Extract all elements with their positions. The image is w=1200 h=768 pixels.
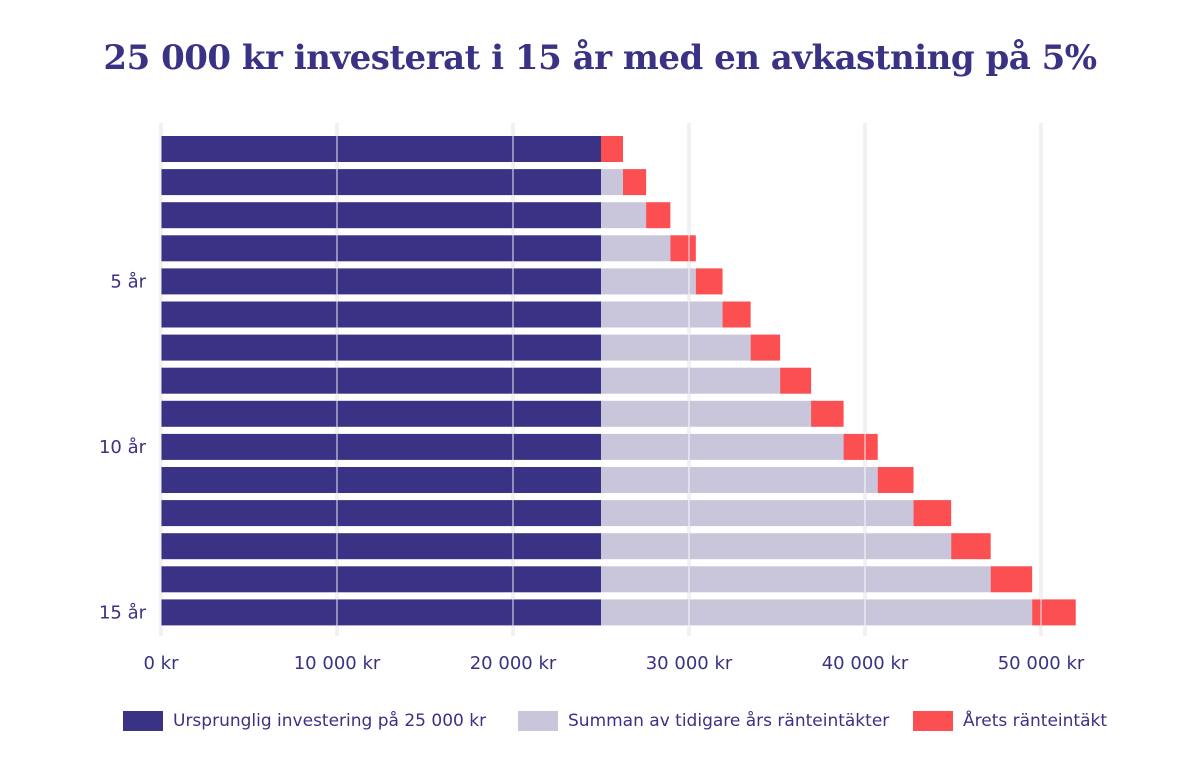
bar-previous-interest — [601, 500, 914, 527]
bar-previous-interest — [601, 533, 952, 560]
x-tick-label: 50 000 kr — [998, 653, 1085, 674]
bar-previous-interest — [601, 235, 671, 262]
legend-item-current-interest: Årets ränteintäkt — [913, 711, 1107, 731]
legend-item-previous-interest: Summan av tidigare års ränteintäkter — [518, 711, 889, 731]
bar-original — [161, 334, 601, 361]
bar-previous-interest — [601, 566, 991, 593]
bar-current-interest — [722, 301, 751, 328]
bar-previous-interest — [601, 599, 1033, 626]
legend-swatch-original — [123, 711, 163, 731]
bar-previous-interest — [601, 367, 781, 394]
bar-current-interest — [990, 566, 1033, 593]
y-axis-ticks: 5 år 10 år 15 år — [99, 271, 147, 623]
bar-current-interest — [750, 334, 781, 361]
bar-previous-interest — [601, 400, 812, 427]
bar-original — [161, 400, 601, 427]
bar-current-interest — [877, 467, 914, 493]
y-tick-label: 15 år — [99, 602, 147, 623]
bar-previous-interest — [601, 467, 878, 493]
chart-title: 25 000 kr investerat i 15 år med en avka… — [103, 38, 1097, 78]
legend-label-current-interest: Årets ränteintäkt — [963, 711, 1108, 731]
bar-original — [161, 235, 601, 262]
bar-previous-interest — [601, 334, 751, 361]
bar-original — [161, 202, 601, 229]
bar-current-interest — [601, 136, 623, 162]
grid-overlay — [160, 123, 1042, 636]
bar-current-interest — [623, 169, 647, 196]
bars — [161, 136, 1076, 626]
bar-previous-interest — [601, 202, 647, 229]
bar-previous-interest — [601, 301, 723, 328]
bar-original — [161, 433, 601, 460]
x-tick-label: 10 000 kr — [294, 653, 381, 674]
bar-original — [161, 169, 601, 196]
bar-original — [161, 268, 601, 295]
legend-label-previous-interest: Summan av tidigare års ränteintäkter — [568, 711, 890, 731]
bar-original — [161, 467, 601, 493]
legend-swatch-previous-interest — [518, 711, 558, 731]
bar-current-interest — [670, 235, 696, 262]
x-axis-ticks: 0 kr 10 000 kr 20 000 kr 30 000 kr 40 000 kr… — [144, 653, 1085, 674]
bar-original — [161, 599, 601, 626]
bar-original — [161, 136, 601, 162]
x-tick-label: 20 000 kr — [470, 653, 557, 674]
x-tick-label: 0 kr — [144, 653, 180, 674]
bar-previous-interest — [601, 433, 844, 460]
legend-label-original: Ursprunglig investering på 25 000 kr — [173, 711, 487, 731]
bar-current-interest — [1032, 599, 1076, 626]
x-tick-label: 30 000 kr — [646, 653, 733, 674]
bar-current-interest — [913, 500, 952, 527]
bar-current-interest — [646, 202, 671, 229]
y-tick-label: 10 år — [99, 437, 147, 458]
bar-original — [161, 301, 601, 328]
y-tick-label: 5 år — [110, 271, 146, 292]
legend-item-original: Ursprunglig investering på 25 000 kr — [123, 711, 486, 731]
bar-current-interest — [951, 533, 991, 560]
bar-current-interest — [811, 400, 844, 427]
bar-previous-interest — [601, 169, 623, 196]
bar-original — [161, 533, 601, 560]
bar-current-interest — [780, 367, 812, 394]
bar-original — [161, 367, 601, 394]
bar-current-interest — [843, 433, 878, 460]
legend-swatch-current-interest — [913, 711, 953, 731]
legend: Ursprunglig investering på 25 000 kr Sum… — [0, 711, 1200, 735]
bar-previous-interest — [601, 268, 696, 295]
bar-original — [161, 500, 601, 527]
x-tick-label: 40 000 kr — [822, 653, 909, 674]
bar-current-interest — [695, 268, 723, 295]
bar-original — [161, 566, 601, 593]
